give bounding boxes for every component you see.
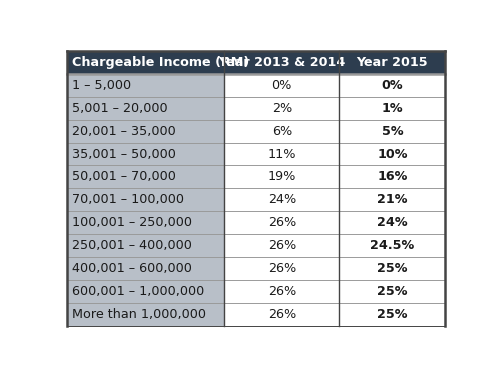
- Bar: [224, 303, 340, 326]
- Text: 24%: 24%: [268, 193, 296, 206]
- Text: 16%: 16%: [377, 170, 408, 184]
- Bar: [224, 142, 340, 166]
- Text: 25%: 25%: [377, 308, 408, 321]
- Bar: [340, 234, 446, 257]
- Text: More than 1,000,000: More than 1,000,000: [72, 308, 206, 321]
- Text: Chargeable Income (RM): Chargeable Income (RM): [72, 56, 249, 69]
- Bar: [340, 97, 446, 120]
- Text: 21%: 21%: [377, 193, 408, 206]
- Bar: [340, 211, 446, 234]
- Text: 100,001 – 250,000: 100,001 – 250,000: [72, 216, 192, 229]
- Text: 19%: 19%: [268, 170, 296, 184]
- Bar: [67, 211, 224, 234]
- Bar: [340, 74, 446, 97]
- Bar: [67, 97, 224, 120]
- Text: 25%: 25%: [377, 285, 408, 298]
- Bar: [224, 120, 340, 142]
- Bar: [340, 280, 446, 303]
- Text: 26%: 26%: [268, 262, 296, 275]
- Bar: [67, 51, 224, 74]
- Bar: [340, 142, 446, 166]
- Text: 1 – 5,000: 1 – 5,000: [72, 79, 131, 92]
- Text: 26%: 26%: [268, 308, 296, 321]
- Text: 70,001 – 100,000: 70,001 – 100,000: [72, 193, 184, 206]
- Bar: [340, 257, 446, 280]
- Text: 25%: 25%: [377, 262, 408, 275]
- Text: 400,001 – 600,000: 400,001 – 600,000: [72, 262, 192, 275]
- Text: 6%: 6%: [272, 125, 292, 138]
- Bar: [224, 74, 340, 97]
- Text: 250,001 – 400,000: 250,001 – 400,000: [72, 239, 192, 252]
- Text: Year 2013 & 2014: Year 2013 & 2014: [218, 56, 346, 69]
- Bar: [67, 303, 224, 326]
- Bar: [224, 234, 340, 257]
- Bar: [224, 257, 340, 280]
- Text: 2%: 2%: [272, 102, 292, 115]
- Bar: [224, 280, 340, 303]
- Bar: [67, 120, 224, 142]
- Bar: [67, 234, 224, 257]
- Text: 11%: 11%: [268, 148, 296, 160]
- Text: 0%: 0%: [272, 79, 292, 92]
- Bar: [224, 211, 340, 234]
- Text: 0%: 0%: [382, 79, 403, 92]
- Bar: [340, 120, 446, 142]
- Text: 20,001 – 35,000: 20,001 – 35,000: [72, 125, 176, 138]
- Text: 26%: 26%: [268, 285, 296, 298]
- Text: 5%: 5%: [382, 125, 403, 138]
- Bar: [67, 280, 224, 303]
- Text: 1%: 1%: [382, 102, 403, 115]
- Text: 50,001 – 70,000: 50,001 – 70,000: [72, 170, 176, 184]
- Bar: [224, 166, 340, 188]
- Text: 5,001 – 20,000: 5,001 – 20,000: [72, 102, 168, 115]
- Bar: [67, 74, 224, 97]
- Bar: [67, 188, 224, 211]
- Bar: [224, 188, 340, 211]
- Text: 26%: 26%: [268, 239, 296, 252]
- Bar: [224, 97, 340, 120]
- Text: 24.5%: 24.5%: [370, 239, 414, 252]
- Bar: [67, 257, 224, 280]
- Text: 10%: 10%: [377, 148, 408, 160]
- Bar: [340, 188, 446, 211]
- Text: 35,001 – 50,000: 35,001 – 50,000: [72, 148, 176, 160]
- Text: 24%: 24%: [377, 216, 408, 229]
- Bar: [340, 51, 446, 74]
- Bar: [67, 142, 224, 166]
- Bar: [340, 166, 446, 188]
- Text: 26%: 26%: [268, 216, 296, 229]
- Bar: [340, 303, 446, 326]
- Bar: [67, 166, 224, 188]
- Bar: [224, 51, 340, 74]
- Text: 600,001 – 1,000,000: 600,001 – 1,000,000: [72, 285, 204, 298]
- Text: Year 2015: Year 2015: [356, 56, 428, 69]
